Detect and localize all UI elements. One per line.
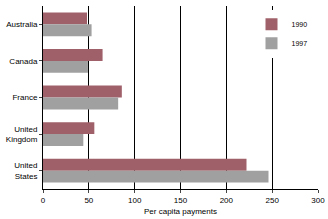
svg-text:Canada: Canada: [9, 57, 38, 66]
svg-text:Per capita payments: Per capita payments: [144, 207, 217, 216]
svg-text:Australia: Australia: [6, 20, 38, 29]
svg-text:1997: 1997: [292, 40, 308, 47]
svg-text:300: 300: [311, 196, 325, 205]
svg-text:France: France: [12, 93, 37, 102]
svg-text:150: 150: [174, 196, 188, 205]
svg-text:UnitedStates: UnitedStates: [14, 161, 37, 180]
svg-text:UnitedKingdom: UnitedKingdom: [6, 125, 38, 144]
svg-text:0: 0: [41, 196, 46, 205]
svg-text:250: 250: [265, 196, 279, 205]
svg-text:50: 50: [84, 196, 93, 205]
svg-text:100: 100: [128, 196, 142, 205]
svg-text:200: 200: [220, 196, 234, 205]
svg-text:1990: 1990: [292, 21, 308, 28]
